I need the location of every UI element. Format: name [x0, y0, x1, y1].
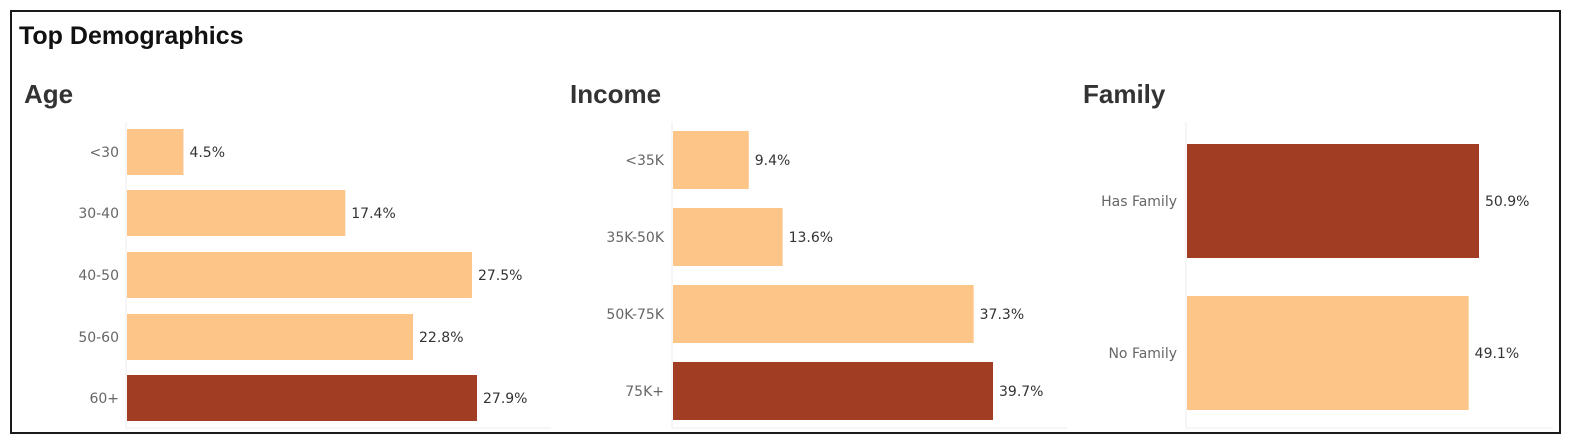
- value-label-no-family: 49.1%: [1475, 346, 1519, 362]
- age-bar-chart: <30 4.5% 30-40 17.4% 40-50 27.5% 50-60 22.8% 60+…: [78, 122, 551, 429]
- bar-35k[interactable]: [673, 131, 749, 189]
- category-label-75k: 75K+: [625, 384, 664, 400]
- value-label-30: 4.5%: [189, 145, 225, 161]
- category-label-no-family: No Family: [1108, 346, 1177, 362]
- bar-50k-75k[interactable]: [673, 285, 974, 343]
- bar-60[interactable]: [127, 375, 477, 421]
- family-bar-chart: Has Family 50.9% No Family 49.1%: [1101, 122, 1553, 429]
- bar-30[interactable]: [127, 129, 184, 175]
- category-label-60: 60+: [89, 391, 119, 407]
- category-label-50-60: 50-60: [78, 330, 119, 346]
- value-label-50k-75k: 37.3%: [980, 307, 1024, 323]
- dashboard-title: Top Demographics: [19, 22, 244, 50]
- value-label-30-40: 17.4%: [351, 206, 395, 222]
- income-bar-chart: <35K 9.4% 35K-50K 13.6% 50K-75K 37.3% 75K+ 39.7…: [606, 122, 1067, 429]
- value-label-40-50: 27.5%: [478, 268, 522, 284]
- bar-35k-50k[interactable]: [673, 208, 783, 266]
- value-label-50-60: 22.8%: [419, 330, 463, 346]
- bar-40-50[interactable]: [127, 252, 472, 298]
- bar-30-40[interactable]: [127, 190, 346, 236]
- category-label-40-50: 40-50: [78, 268, 119, 284]
- value-label-35k: 9.4%: [755, 153, 791, 169]
- value-label-60: 27.9%: [483, 391, 527, 407]
- bar-no-family[interactable]: [1187, 296, 1469, 410]
- category-label-35k: <35K: [625, 153, 665, 169]
- value-label-has-family: 50.9%: [1485, 194, 1529, 210]
- age-chart-title: Age: [24, 79, 74, 109]
- bar-75k[interactable]: [673, 362, 993, 420]
- value-label-75k: 39.7%: [999, 384, 1043, 400]
- income-chart-title: Income: [570, 79, 662, 109]
- bar-50-60[interactable]: [127, 314, 414, 360]
- category-label-30: <30: [89, 145, 119, 161]
- value-label-35k-50k: 13.6%: [789, 230, 833, 246]
- bar-has-family[interactable]: [1187, 144, 1479, 258]
- family-chart-title: Family: [1083, 79, 1166, 109]
- category-label-30-40: 30-40: [78, 206, 119, 222]
- category-label-has-family: Has Family: [1101, 194, 1177, 210]
- category-label-35k-50k: 35K-50K: [606, 230, 664, 246]
- category-label-50k-75k: 50K-75K: [606, 307, 664, 323]
